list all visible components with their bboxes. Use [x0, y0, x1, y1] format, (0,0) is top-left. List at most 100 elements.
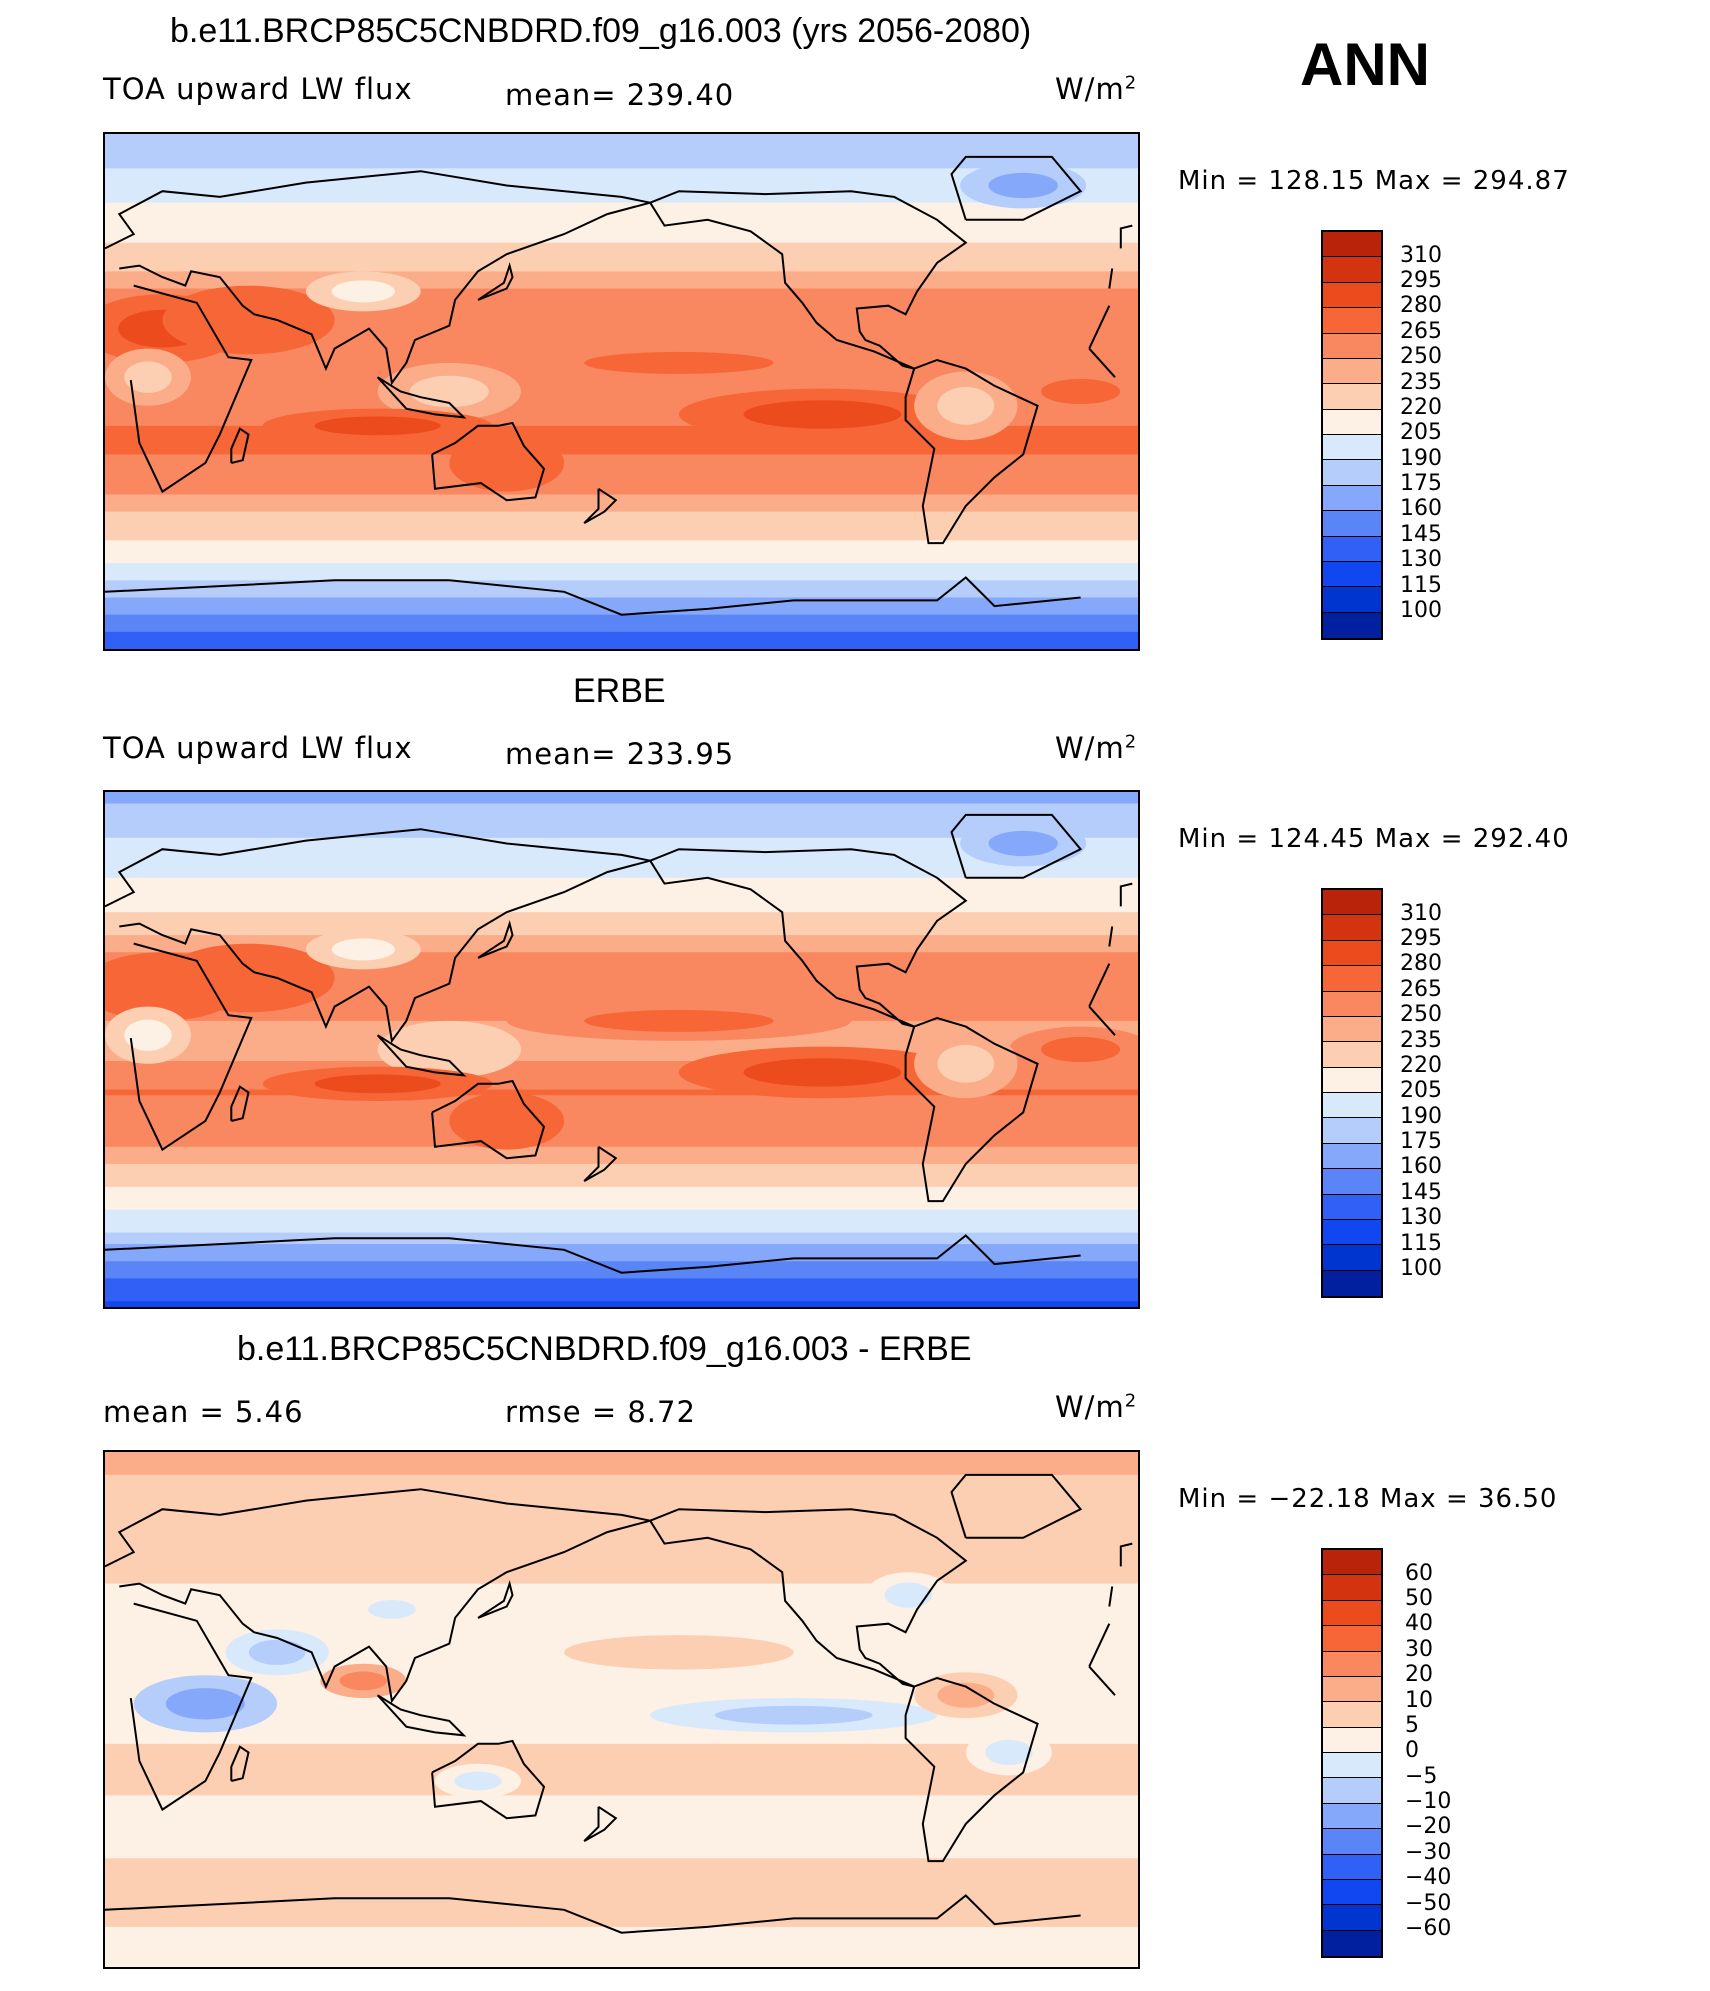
- colorbar-label: 5: [1405, 1712, 1419, 1738]
- map-band: [105, 586, 1138, 593]
- map-band: [105, 294, 1138, 301]
- colorbar-label: 310: [1400, 242, 1442, 268]
- coastline: [230, 427, 250, 464]
- colorbar-segment: [1323, 1854, 1381, 1880]
- map-band: [105, 843, 1138, 850]
- map-band: [105, 1452, 1138, 1459]
- map-band: [105, 1909, 1138, 1917]
- colorbar-label: −40: [1405, 1865, 1452, 1891]
- map-band: [105, 1926, 1138, 1934]
- map-band: [105, 1949, 1138, 1957]
- map-band: [105, 1600, 1138, 1608]
- coastline: [129, 1602, 253, 1812]
- colorbar-segment: [1323, 1219, 1381, 1246]
- colorbar-segment: [1323, 1753, 1381, 1779]
- colorbar-segment: [1323, 282, 1381, 309]
- map-band: [105, 305, 1138, 312]
- map-band: [105, 1572, 1138, 1579]
- colorbar-segment: [1323, 612, 1381, 638]
- map-band: [105, 1526, 1138, 1533]
- map-band: [105, 271, 1138, 278]
- map-band: [105, 792, 1138, 799]
- map-band: [105, 957, 1138, 965]
- map-band: [105, 248, 1138, 255]
- map-band: [105, 1823, 1138, 1831]
- map-band: [105, 1915, 1138, 1922]
- map-band: [105, 1049, 1138, 1056]
- map-band: [105, 265, 1138, 272]
- colorbar-label: 250: [1400, 1002, 1442, 1028]
- colorbar-segment: [1323, 1575, 1381, 1601]
- map-band: [105, 1869, 1138, 1877]
- map-band: [105, 488, 1138, 496]
- coastline: [129, 942, 253, 1152]
- coastline: [230, 1085, 250, 1122]
- colorbar-segment: [1323, 1042, 1381, 1068]
- map-band: [105, 1123, 1138, 1131]
- map-band: [105, 311, 1138, 318]
- coastline: [105, 170, 651, 386]
- colorbar-label: 130: [1400, 1205, 1442, 1231]
- panel3-title: b.e11.BRCP85C5CNBDRD.f09_g16.003 - ERBE: [237, 1330, 972, 1368]
- coastline: [105, 828, 651, 1044]
- map-band: [105, 631, 1138, 639]
- coastline: [431, 421, 546, 502]
- map-band: [105, 1778, 1138, 1785]
- colorbar-segment: [1323, 1143, 1381, 1170]
- colorbar-segment: [1323, 1169, 1381, 1195]
- colorbar-segment: [1323, 308, 1381, 334]
- map-band: [105, 1686, 1138, 1693]
- map-band: [105, 1152, 1138, 1159]
- map-band: [105, 277, 1138, 284]
- map-band: [105, 1904, 1138, 1911]
- map-band: [105, 1244, 1138, 1251]
- map-band: [105, 1192, 1138, 1199]
- colorbar-segment: [1323, 1118, 1381, 1144]
- map-blob: [584, 351, 774, 374]
- map-band: [105, 940, 1138, 948]
- map-band: [105, 431, 1138, 438]
- map-band: [105, 580, 1138, 587]
- coastline: [950, 155, 1083, 221]
- colorbar-label: 265: [1400, 318, 1442, 344]
- colorbar-label: 40: [1405, 1611, 1433, 1637]
- colorbar-label: 50: [1405, 1586, 1433, 1612]
- map-band: [105, 568, 1138, 576]
- colorbar-segment: [1323, 890, 1381, 916]
- map-band: [105, 860, 1138, 867]
- map-band: [105, 1055, 1138, 1062]
- coastline: [904, 1676, 1039, 1863]
- map-blob: [743, 1058, 902, 1087]
- colorbar-label: 160: [1400, 1154, 1442, 1180]
- colorbar-segment: [1323, 1803, 1381, 1830]
- map-band: [105, 797, 1138, 805]
- map-band: [105, 1583, 1138, 1590]
- map-band: [105, 242, 1138, 250]
- map-blob: [331, 938, 395, 961]
- panel3-map-svg: [105, 1452, 1138, 1967]
- map-band: [105, 134, 1138, 141]
- coastline: [1088, 347, 1116, 378]
- map-band: [105, 477, 1138, 484]
- map-band: [105, 912, 1138, 919]
- map-blob: [937, 1682, 995, 1708]
- colorbar-label: 100: [1400, 597, 1442, 623]
- colorbar-segment: [1323, 1727, 1381, 1753]
- map-blob: [714, 1705, 873, 1725]
- map-band: [105, 1938, 1138, 1945]
- map-band: [105, 1944, 1138, 1951]
- colorbar-label: 190: [1400, 1103, 1442, 1129]
- map-band: [105, 523, 1138, 530]
- panel3-minmax: Min = −22.18 Max = 36.50: [1178, 1484, 1558, 1514]
- map-band: [105, 1209, 1138, 1217]
- map-band: [105, 1215, 1138, 1222]
- coastline: [105, 576, 1081, 616]
- coastline: [376, 1694, 467, 1737]
- coastline: [1088, 305, 1111, 350]
- map-band: [105, 1135, 1138, 1142]
- map-band: [105, 1101, 1138, 1108]
- map-band: [105, 608, 1138, 616]
- map-band: [105, 288, 1138, 295]
- colorbar-segment: [1323, 561, 1381, 588]
- map-blob: [985, 1739, 1033, 1765]
